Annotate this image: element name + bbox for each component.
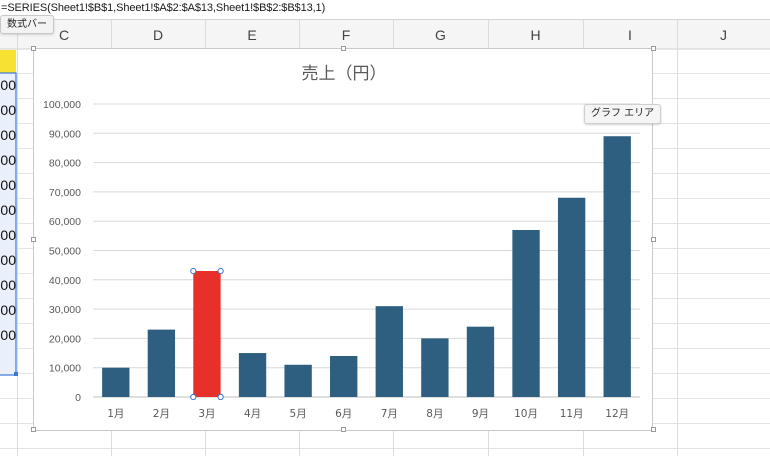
point-selection-handle[interactable]	[217, 267, 224, 275]
chart-area-tooltip: グラフ エリア	[584, 104, 662, 124]
y-tick-label: 50,000	[49, 246, 81, 258]
x-tick-label: 6月	[335, 408, 352, 420]
bar-chart[interactable]: 売上（円） 0 10,000 20,000 30,000 40,000 50,000 60,0…	[34, 49, 654, 432]
bar-selected-3[interactable]	[193, 271, 221, 397]
x-tick-label: 3月	[198, 408, 215, 420]
bar-9[interactable]	[466, 326, 495, 397]
cell-value-b7[interactable]: 00	[0, 202, 16, 218]
x-tick-label: 8月	[426, 408, 443, 420]
bar-1[interactable]	[102, 367, 130, 397]
bar-5[interactable]	[284, 364, 312, 397]
formula-bar[interactable]: =SERIES(Sheet1!$B$1,Sheet1!$A$2:$A$13,Sh…	[0, 0, 770, 20]
chart-resize-handle[interactable]	[341, 427, 346, 432]
chart-resize-handle[interactable]	[651, 237, 656, 242]
chart-resize-handle[interactable]	[651, 46, 656, 51]
column-header-C[interactable]: C	[59, 27, 69, 43]
selected-range-b2-b13[interactable]	[0, 73, 16, 375]
cell-value-b5[interactable]: 00	[0, 152, 16, 168]
x-tick-label: 10月	[514, 408, 538, 420]
y-tick-label: 80,000	[49, 158, 81, 170]
chart-resize-handle[interactable]	[31, 237, 36, 242]
y-tick-label: 100,000	[43, 99, 81, 111]
x-tick-label: 7月	[381, 408, 398, 420]
cell-value-b6[interactable]: 00	[0, 177, 16, 193]
formula-bar-tooltip: 数式バー	[0, 15, 54, 34]
x-tick-label: 1月	[107, 408, 124, 420]
chart-resize-handle[interactable]	[651, 427, 656, 432]
point-selection-handle[interactable]	[190, 267, 197, 275]
cell-value-b11[interactable]: 00	[0, 302, 16, 318]
bar-8[interactable]	[421, 338, 449, 397]
cell-value-b10[interactable]: 00	[0, 277, 16, 293]
cell-value-b9[interactable]: 00	[0, 252, 16, 268]
bar-12[interactable]	[603, 136, 631, 397]
bar-4[interactable]	[238, 353, 267, 397]
bar-2[interactable]	[147, 329, 176, 397]
cell-value-b3[interactable]: 00	[0, 102, 16, 118]
column-header-D[interactable]: D	[153, 27, 163, 43]
y-tick-label: 90,000	[49, 128, 81, 140]
cell-value-b12[interactable]: 00	[0, 327, 16, 343]
x-tick-label: 5月	[290, 408, 307, 420]
point-selection-handle[interactable]	[190, 393, 197, 401]
y-tick-label: 10,000	[49, 363, 81, 375]
y-tick-label: 20,000	[49, 333, 81, 345]
range-selection-border	[0, 72, 17, 376]
y-tick-label: 60,000	[49, 216, 81, 228]
cell-value-b8[interactable]: 00	[0, 227, 16, 243]
x-tick-label: 9月	[472, 408, 489, 420]
fill-handle[interactable]	[14, 372, 18, 376]
chart-resize-handle[interactable]	[341, 46, 346, 51]
y-tick-label: 0	[75, 392, 81, 404]
cell-value-b4[interactable]: 00	[0, 127, 16, 143]
x-tick-label: 2月	[153, 408, 170, 420]
chart-resize-handle[interactable]	[31, 46, 36, 51]
chart-resize-handle[interactable]	[31, 427, 36, 432]
bar-7[interactable]	[375, 306, 403, 397]
column-header-H[interactable]: H	[530, 27, 540, 43]
x-tick-label: 12月	[605, 408, 629, 420]
bar-10[interactable]	[512, 229, 540, 397]
column-header-F[interactable]: F	[342, 27, 351, 43]
chart-title: 売上（円）	[302, 64, 387, 84]
y-tick-label: 40,000	[49, 275, 81, 287]
column-header-J[interactable]: J	[720, 27, 727, 43]
column-header-G[interactable]: G	[435, 27, 446, 43]
point-selection-handle[interactable]	[217, 393, 224, 401]
y-tick-label: 70,000	[49, 187, 81, 199]
chart-area[interactable]: 売上（円） 0 10,000 20,000 30,000 40,000 50,000 60,0…	[31, 46, 656, 432]
column-header-E[interactable]: E	[247, 27, 256, 43]
bar-6[interactable]	[330, 355, 358, 397]
formula-input[interactable]: =SERIES(Sheet1!$B$1,Sheet1!$A$2:$A$13,Sh…	[1, 2, 326, 14]
column-header-bar	[0, 20, 770, 49]
header-cell-b1[interactable]	[0, 50, 16, 73]
column-header-I[interactable]: I	[628, 27, 632, 43]
bar-11[interactable]	[557, 197, 586, 397]
x-tick-label: 4月	[244, 408, 261, 420]
x-tick-label: 11月	[560, 408, 584, 420]
y-tick-label: 30,000	[49, 304, 81, 316]
cell-value-b2[interactable]: 00	[0, 77, 16, 93]
